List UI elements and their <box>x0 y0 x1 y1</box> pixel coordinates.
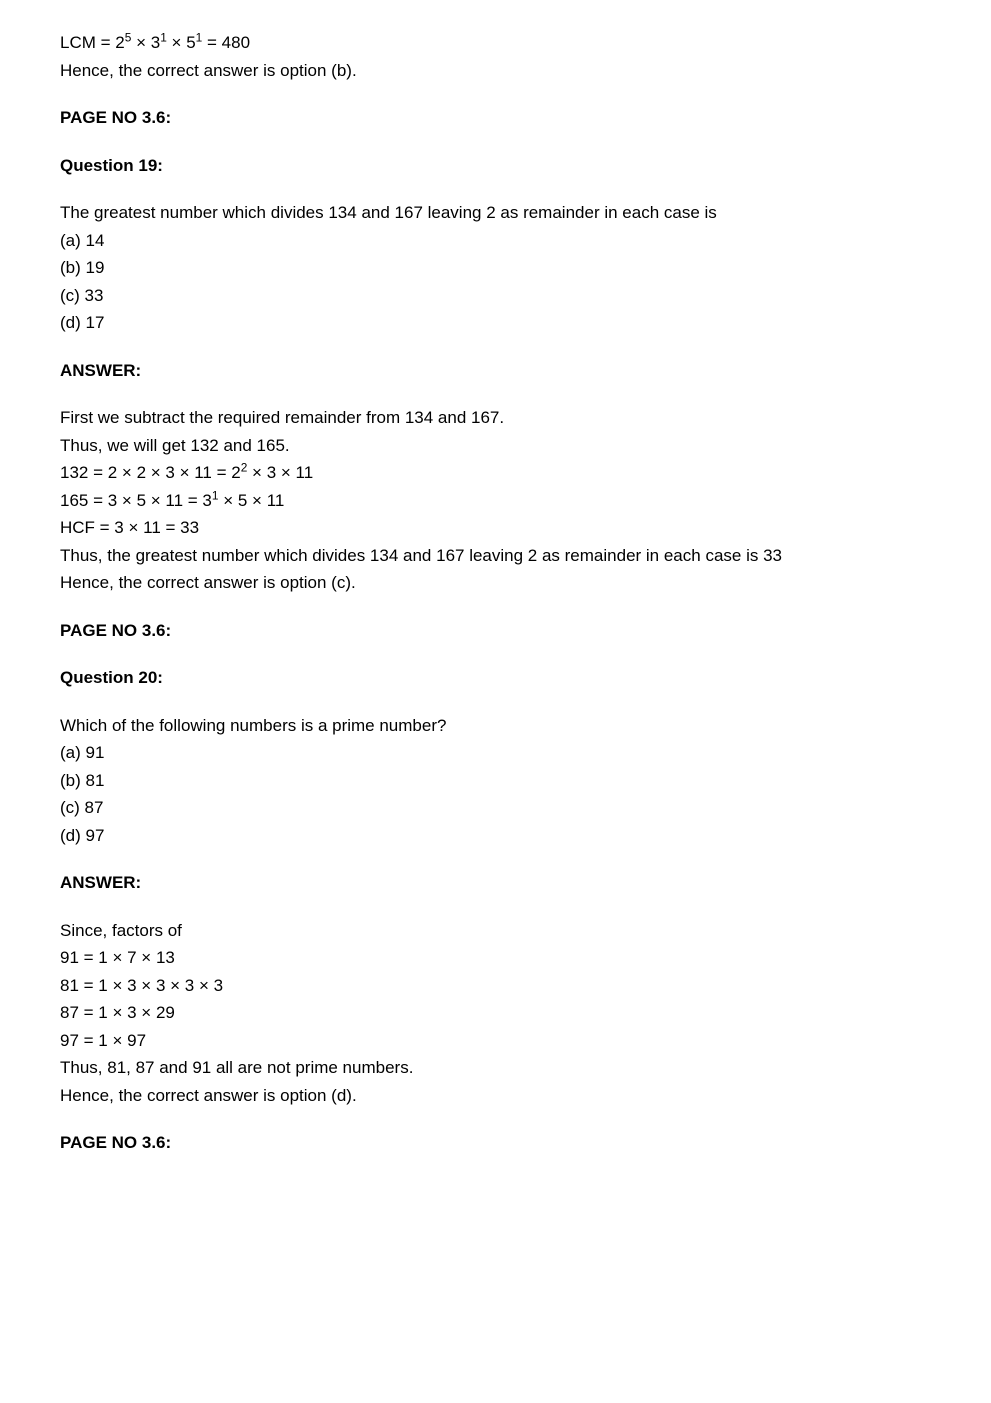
answer-line: Thus, 81, 87 and 91 all are not prime nu… <box>60 1055 931 1081</box>
answer-line: Thus, we will get 132 and 165. <box>60 433 931 459</box>
option-d: (d) 97 <box>60 823 931 849</box>
question-title: Question 19: <box>60 153 931 179</box>
lcm-line: LCM = 25 × 31 × 51 = 480 <box>60 30 931 56</box>
question-title: Question 20: <box>60 665 931 691</box>
document-page: LCM = 25 × 31 × 51 = 480 Hence, the corr… <box>0 0 991 1403</box>
conclusion-line: Hence, the correct answer is option (b). <box>60 58 931 84</box>
conclusion-line: Hence, the correct answer is option (c). <box>60 570 931 596</box>
answer-label: ANSWER: <box>60 358 931 384</box>
answer-line: Thus, the greatest number which divides … <box>60 543 931 569</box>
text: × 3 <box>131 33 160 52</box>
text: 132 = 2 × 2 × 3 × 11 = 2 <box>60 463 241 482</box>
conclusion-line: Hence, the correct answer is option (d). <box>60 1083 931 1109</box>
superscript: 1 <box>212 488 219 502</box>
option-c: (c) 33 <box>60 283 931 309</box>
text: × 5 <box>167 33 196 52</box>
option-a: (a) 14 <box>60 228 931 254</box>
answer-line: First we subtract the required remainder… <box>60 405 931 431</box>
page-ref: PAGE NO 3.6: <box>60 105 931 131</box>
option-b: (b) 19 <box>60 255 931 281</box>
answer-line: 165 = 3 × 5 × 11 = 31 × 5 × 11 <box>60 488 931 514</box>
answer-line: 132 = 2 × 2 × 3 × 11 = 22 × 3 × 11 <box>60 460 931 486</box>
option-c: (c) 87 <box>60 795 931 821</box>
text: × 3 × 11 <box>247 463 313 482</box>
page-ref: PAGE NO 3.6: <box>60 1130 931 1156</box>
answer-line: 87 = 1 × 3 × 29 <box>60 1000 931 1026</box>
option-a: (a) 91 <box>60 740 931 766</box>
answer-label: ANSWER: <box>60 870 931 896</box>
text: = 480 <box>202 33 250 52</box>
answer-line: HCF = 3 × 11 = 33 <box>60 515 931 541</box>
option-b: (b) 81 <box>60 768 931 794</box>
question-text: Which of the following numbers is a prim… <box>60 713 931 739</box>
answer-line: 81 = 1 × 3 × 3 × 3 × 3 <box>60 973 931 999</box>
option-d: (d) 17 <box>60 310 931 336</box>
question-text: The greatest number which divides 134 an… <box>60 200 931 226</box>
text: 165 = 3 × 5 × 11 = 3 <box>60 491 212 510</box>
text: × 5 × 11 <box>219 491 285 510</box>
superscript: 1 <box>160 30 167 44</box>
answer-line: 91 = 1 × 7 × 13 <box>60 945 931 971</box>
page-ref: PAGE NO 3.6: <box>60 618 931 644</box>
answer-line: Since, factors of <box>60 918 931 944</box>
text: LCM = 2 <box>60 33 125 52</box>
answer-line: 97 = 1 × 97 <box>60 1028 931 1054</box>
